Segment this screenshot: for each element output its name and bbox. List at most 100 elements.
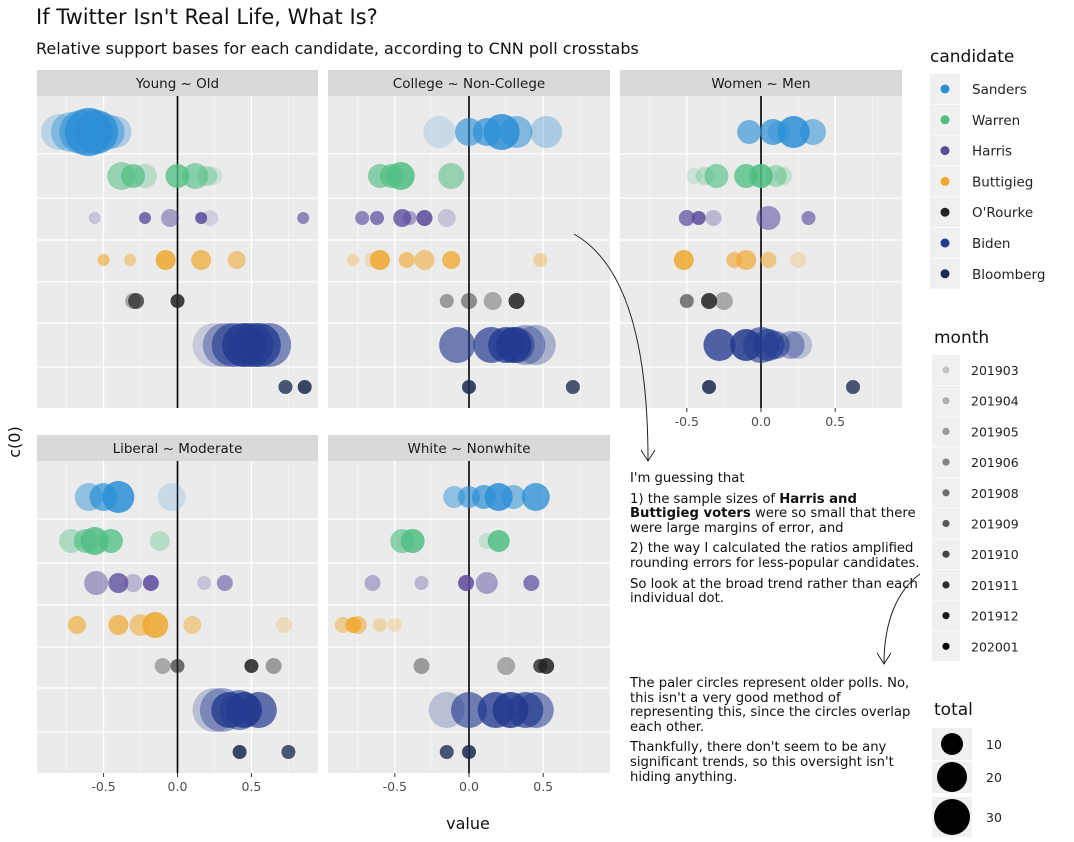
facet-strip-label: White ~ Nonwhite (407, 441, 530, 457)
legend-label: 201911 (971, 578, 1019, 593)
data-point (161, 209, 180, 227)
legend-swatch (942, 458, 950, 466)
data-point (244, 659, 259, 673)
legend-key (932, 385, 960, 416)
data-point (691, 211, 706, 225)
data-point (414, 250, 435, 270)
note1-point-1-post: were so small that there were large marg… (630, 506, 916, 536)
legend-swatch (942, 397, 950, 405)
x-tick-label: -0.5 (383, 779, 407, 794)
data-point (386, 162, 415, 190)
legend-item: Biden (930, 228, 1010, 258)
legend-label: 201910 (971, 547, 1019, 562)
data-point (801, 211, 816, 225)
annotation-note-1: I'm guessing that 1) the sample sizes of… (630, 471, 920, 613)
legend-item: 201912 (932, 600, 1019, 631)
data-point (736, 250, 757, 270)
data-point (278, 380, 293, 394)
legend-item: 201904 (932, 385, 1019, 416)
annotation-note-2: The paler circles represent older polls.… (630, 676, 920, 791)
legend-label: O'Rourke (972, 205, 1033, 221)
data-point (247, 323, 292, 367)
data-point (157, 483, 186, 511)
facet-strip-label: Liberal ~ Moderate (113, 441, 243, 457)
annotation-arrowhead-1 (640, 449, 656, 462)
legend-swatch (940, 84, 950, 94)
facet-strip (37, 70, 318, 96)
facet-strip (328, 435, 610, 461)
facet-strip (37, 435, 318, 461)
chart-subtitle: Relative support bases for each candidat… (36, 39, 639, 58)
data-point (387, 618, 402, 632)
y-axis-title: c(0) (5, 426, 24, 457)
data-point (790, 252, 807, 268)
data-point (124, 254, 137, 266)
data-point (372, 618, 387, 632)
note1-point-1-pre: 1) the sample sizes of (630, 491, 780, 507)
data-point (462, 380, 476, 394)
legend-swatch (942, 427, 950, 435)
data-point (203, 167, 222, 185)
data-point (297, 212, 310, 224)
legend-swatch (942, 366, 950, 374)
legend-swatch (940, 115, 950, 125)
data-point (413, 658, 430, 674)
data-point (142, 612, 169, 638)
data-point (423, 116, 456, 148)
data-point (461, 293, 477, 309)
data-point (500, 116, 533, 148)
x-tick-label: 0.0 (168, 779, 188, 794)
data-point (678, 210, 695, 226)
legend-label: 201903 (971, 363, 1019, 378)
data-point (121, 164, 146, 188)
x-axis-title: value (446, 814, 490, 833)
annotation-arrow-2 (883, 573, 921, 665)
data-point (402, 211, 417, 225)
data-point (347, 254, 360, 266)
total-legend-title: total (934, 700, 973, 720)
data-point (108, 573, 129, 593)
data-point (202, 210, 219, 226)
data-point (216, 575, 233, 591)
legend-item: 202001 (932, 631, 1019, 662)
legend-swatch (941, 733, 963, 755)
candidate-legend: Sanders Warren Harris Buttigieg O'Rourke Bide… (930, 74, 1045, 289)
legend-swatch (940, 269, 950, 279)
data-point (784, 331, 813, 359)
data-point (219, 690, 260, 730)
data-point (355, 211, 370, 225)
data-point (191, 250, 212, 270)
data-point (154, 658, 171, 674)
data-point (458, 575, 475, 591)
data-point (799, 119, 826, 145)
data-point (749, 164, 773, 188)
data-point (538, 658, 555, 674)
data-point (565, 380, 580, 394)
legend-item: 20 (932, 761, 1002, 793)
annotation-arrowhead-2 (876, 652, 892, 665)
data-point (703, 329, 736, 361)
data-point (149, 531, 170, 551)
data-point (521, 483, 550, 511)
data-point (679, 294, 694, 308)
facet-panel: White ~ Nonwhite -0.5 0.0 0.5 (328, 435, 610, 794)
facet-strip-label: College ~ Non-College (393, 76, 545, 92)
x-tick-label: 0.5 (242, 779, 262, 794)
legend-swatch (942, 642, 950, 650)
note1-point-1: 1) the sample sizes of Harris and Buttig… (630, 491, 920, 537)
data-point (265, 658, 282, 674)
data-point (165, 164, 190, 188)
legend-item: Harris (930, 135, 1012, 166)
facet-panel: Liberal ~ Moderate -0.5 0.0 0.5 (37, 435, 318, 794)
note1-point-3: So look at the broad trend rather than e… (630, 576, 918, 607)
facet-panels: Young ~ Old College ~ Non-College Women ~ … (37, 70, 902, 794)
facet-strip-label: Women ~ Men (711, 76, 810, 92)
data-point (84, 571, 109, 595)
legend-item: 201911 (932, 569, 1019, 600)
legend-swatch (942, 489, 950, 497)
legend-swatch (940, 176, 950, 186)
data-point (128, 293, 145, 309)
legend-label: 30 (986, 810, 1002, 825)
total-legend: 10 20 30 (932, 728, 1002, 837)
legend-swatch (940, 207, 950, 217)
